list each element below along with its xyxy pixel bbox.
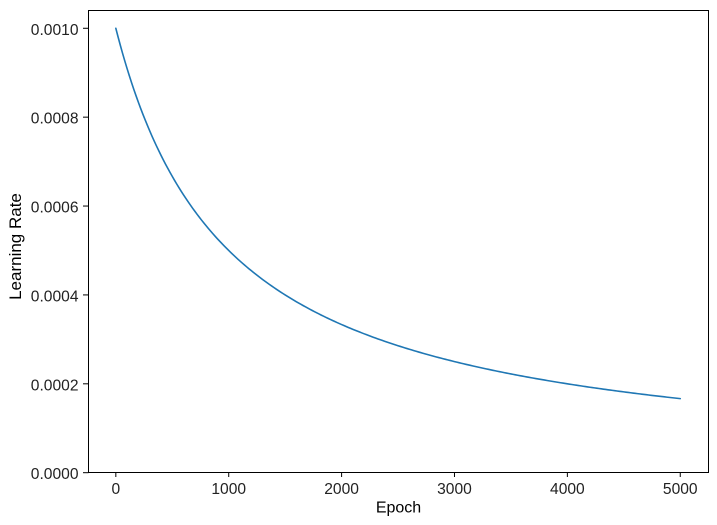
svg-text:0: 0 xyxy=(111,481,120,498)
svg-text:0.0004: 0.0004 xyxy=(31,288,79,305)
svg-text:0.0000: 0.0000 xyxy=(31,466,79,483)
svg-text:Learning Rate: Learning Rate xyxy=(6,193,25,300)
svg-text:3000: 3000 xyxy=(437,481,472,498)
svg-text:0.0008: 0.0008 xyxy=(31,111,79,128)
svg-text:0.0002: 0.0002 xyxy=(31,377,79,394)
svg-text:5000: 5000 xyxy=(663,481,698,498)
svg-text:2000: 2000 xyxy=(324,481,359,498)
svg-text:0.0006: 0.0006 xyxy=(31,200,79,217)
svg-text:4000: 4000 xyxy=(550,481,585,498)
svg-text:1000: 1000 xyxy=(211,481,246,498)
svg-text:Epoch: Epoch xyxy=(376,500,421,517)
svg-text:0.0010: 0.0010 xyxy=(31,22,79,39)
